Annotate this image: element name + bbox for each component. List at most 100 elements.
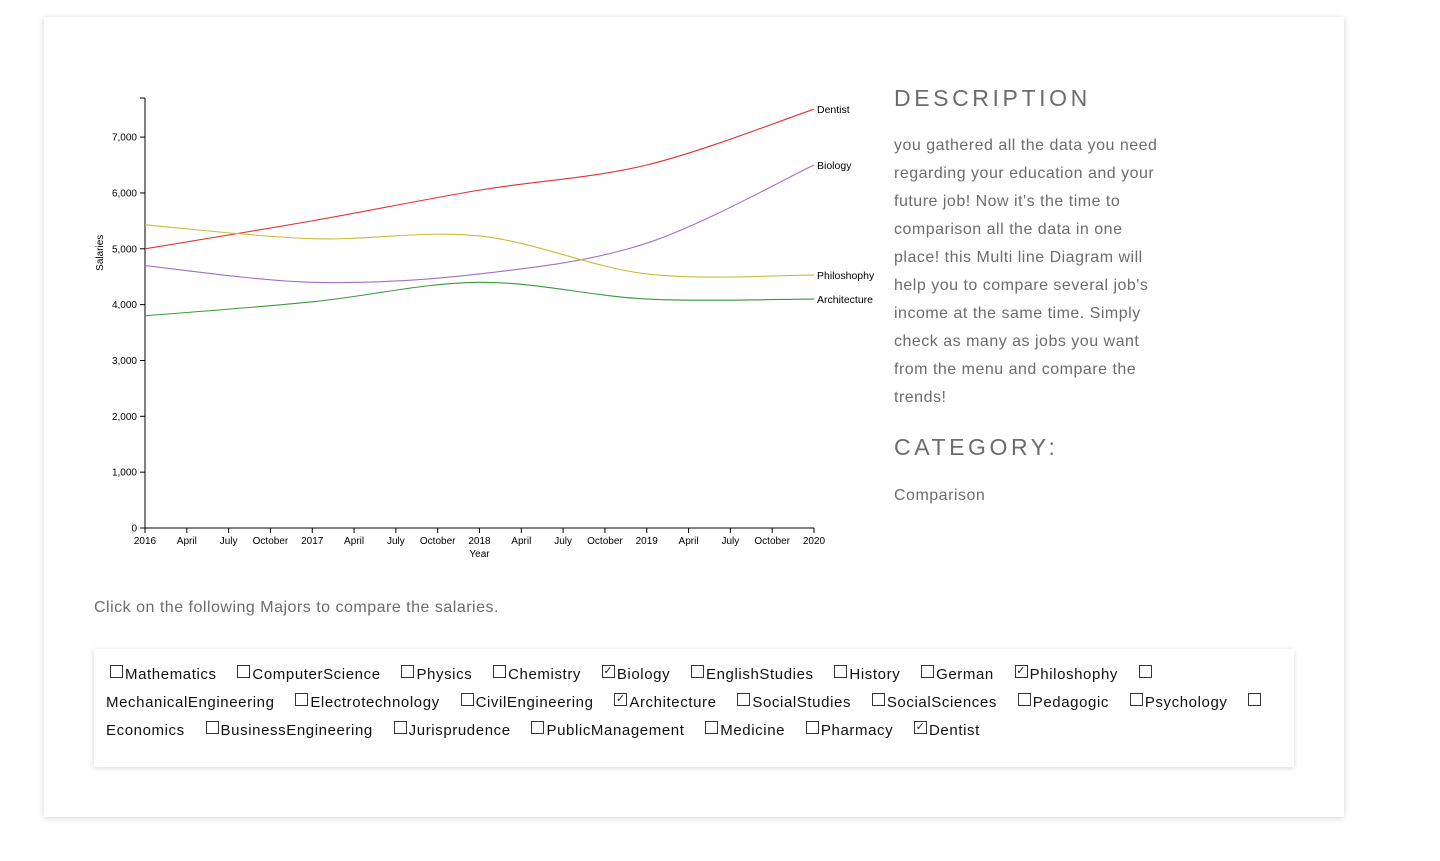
instruction-text: Click on the following Majors to compare… (94, 599, 499, 616)
major-label-businessengineering[interactable]: BusinessEngineering (220, 722, 373, 739)
checkbox-physics[interactable] (401, 665, 415, 678)
checkbox-englishstudies[interactable] (691, 665, 704, 678)
major-option-publicmanagement[interactable]: PublicManagement (527, 721, 685, 739)
major-option-mechanicalengineering[interactable]: MechanicalEngineering (106, 665, 1154, 711)
major-label-mathematics[interactable]: Mathematics (125, 666, 217, 683)
major-label-englishstudies[interactable]: EnglishStudies (706, 666, 814, 683)
x-tick-label: April (177, 536, 197, 547)
major-label-chemistry[interactable]: Chemistry (508, 666, 582, 683)
x-tick-label: 2019 (636, 536, 659, 547)
series-label-dentist: Dentist (817, 104, 850, 116)
series-label-biology: Biology (817, 160, 852, 172)
major-option-socialsciences[interactable]: SocialSciences (868, 693, 997, 711)
major-option-socialstudies[interactable]: SocialStudies (733, 693, 852, 711)
checkbox-philoshophy[interactable] (1014, 665, 1028, 678)
majors-menu: Mathematics ComputerScience Physics Chem… (94, 649, 1294, 767)
x-tick-label: October (587, 536, 623, 547)
x-tick-label: July (554, 536, 572, 547)
major-option-pharmacy[interactable]: Pharmacy (802, 721, 894, 739)
checkbox-dentist[interactable] (914, 721, 927, 734)
major-option-history[interactable]: History (830, 665, 901, 683)
checkbox-publicmanagement[interactable] (531, 721, 545, 734)
major-option-electrotechnology[interactable]: Electrotechnology (291, 693, 440, 711)
major-label-mechanicalengineering[interactable]: MechanicalEngineering (106, 694, 275, 711)
checkbox-computerscience[interactable] (237, 665, 251, 678)
checkbox-architecture[interactable] (614, 693, 628, 706)
series-label-philoshophy: Philoshophy (817, 270, 875, 282)
description-heading: DESCRIPTION (894, 85, 1091, 111)
major-label-medicine[interactable]: Medicine (720, 722, 786, 739)
major-label-civilengineering[interactable]: CivilEngineering (475, 694, 594, 711)
major-label-pedagogic[interactable]: Pedagogic (1032, 694, 1110, 711)
major-label-publicmanagement[interactable]: PublicManagement (546, 722, 685, 739)
checkbox-socialsciences[interactable] (871, 693, 885, 706)
major-option-englishstudies[interactable]: EnglishStudies (687, 665, 814, 683)
x-tick-label: 2016 (134, 536, 157, 547)
series-line-dentist (144, 108, 815, 250)
checkbox-medicine[interactable] (705, 721, 719, 734)
major-label-socialstudies[interactable]: SocialStudies (752, 694, 852, 711)
checkbox-history[interactable] (834, 665, 848, 678)
salary-line-chart: 0 1,000 2,000 3,000 4,000 5,000 6,000 7,000 2016… (95, 97, 875, 560)
major-label-pharmacy[interactable]: Pharmacy (820, 722, 894, 739)
major-option-chemistry[interactable]: Chemistry (489, 665, 582, 683)
major-option-medicine[interactable]: Medicine (701, 721, 786, 739)
major-option-psychology[interactable]: Psychology (1126, 693, 1228, 711)
major-label-economics[interactable]: Economics (106, 722, 185, 739)
y-tick-label: 0 (131, 524, 137, 535)
major-label-electrotechnology[interactable]: Electrotechnology (310, 694, 440, 711)
major-option-physics[interactable]: Physics (397, 665, 473, 683)
x-tick-label: October (754, 536, 790, 547)
x-tick-label: 2018 (468, 536, 491, 547)
y-tick-label: 3,000 (112, 356, 137, 367)
major-label-biology[interactable]: Biology (616, 666, 671, 683)
major-label-dentist[interactable]: Dentist (929, 722, 980, 739)
y-tick-label: 2,000 (112, 412, 137, 423)
major-option-pedagogic[interactable]: Pedagogic (1014, 693, 1110, 711)
y-tick-label: 6,000 (112, 188, 137, 199)
checkbox-electrotechnology[interactable] (295, 693, 309, 706)
category-value: Comparison (894, 487, 986, 504)
checkbox-economics[interactable] (1248, 693, 1262, 706)
y-tick-label: 5,000 (112, 244, 137, 255)
major-option-biology[interactable]: Biology (598, 665, 671, 683)
description-panel: DESCRIPTION you gathered all the data yo… (894, 85, 1164, 505)
major-label-jurisprudence[interactable]: Jurisprudence (408, 722, 511, 739)
checkbox-psychology[interactable] (1129, 693, 1143, 706)
major-option-economics[interactable]: Economics (106, 693, 1263, 739)
checkbox-businessengineering[interactable] (205, 721, 219, 734)
checkbox-jurisprudence[interactable] (393, 721, 407, 734)
major-label-german[interactable]: German (936, 666, 994, 683)
major-label-philoshophy[interactable]: Philoshophy (1029, 666, 1118, 683)
major-option-computerscience[interactable]: ComputerScience (233, 665, 381, 683)
major-option-dentist[interactable]: Dentist (910, 721, 980, 739)
major-option-jurisprudence[interactable]: Jurisprudence (390, 721, 511, 739)
checkbox-german[interactable] (921, 665, 935, 678)
checkbox-pedagogic[interactable] (1017, 693, 1031, 706)
checkbox-mechanicalengineering[interactable] (1138, 665, 1152, 678)
major-label-socialsciences[interactable]: SocialSciences (886, 694, 997, 711)
checkbox-chemistry[interactable] (493, 665, 507, 678)
series-label-architecture: Architecture (817, 294, 873, 306)
major-label-history[interactable]: History (849, 666, 901, 683)
major-option-civilengineering[interactable]: CivilEngineering (457, 693, 594, 711)
checkbox-biology[interactable] (601, 665, 615, 678)
checkbox-civilengineering[interactable] (460, 693, 474, 706)
major-option-businessengineering[interactable]: BusinessEngineering (202, 721, 373, 739)
major-label-physics[interactable]: Physics (416, 666, 473, 683)
x-tick-label: April (511, 536, 531, 547)
checkbox-socialstudies[interactable] (737, 693, 751, 706)
major-option-philoshophy[interactable]: Philoshophy (1011, 665, 1118, 683)
main-card: 0 1,000 2,000 3,000 4,000 5,000 6,000 7,000 2016… (44, 17, 1344, 817)
major-label-computerscience[interactable]: ComputerScience (252, 666, 381, 683)
major-option-architecture[interactable]: Architecture (610, 693, 717, 711)
major-option-german[interactable]: German (917, 665, 994, 683)
major-label-psychology[interactable]: Psychology (1144, 694, 1228, 711)
major-option-mathematics[interactable]: Mathematics (106, 665, 217, 683)
checkbox-pharmacy[interactable] (805, 721, 819, 734)
major-label-architecture[interactable]: Architecture (629, 694, 717, 711)
checkbox-mathematics[interactable] (110, 665, 123, 678)
series-line-philoshophy (144, 224, 815, 278)
x-tick-label: October (420, 536, 456, 547)
x-axis-label: Year (469, 549, 490, 560)
